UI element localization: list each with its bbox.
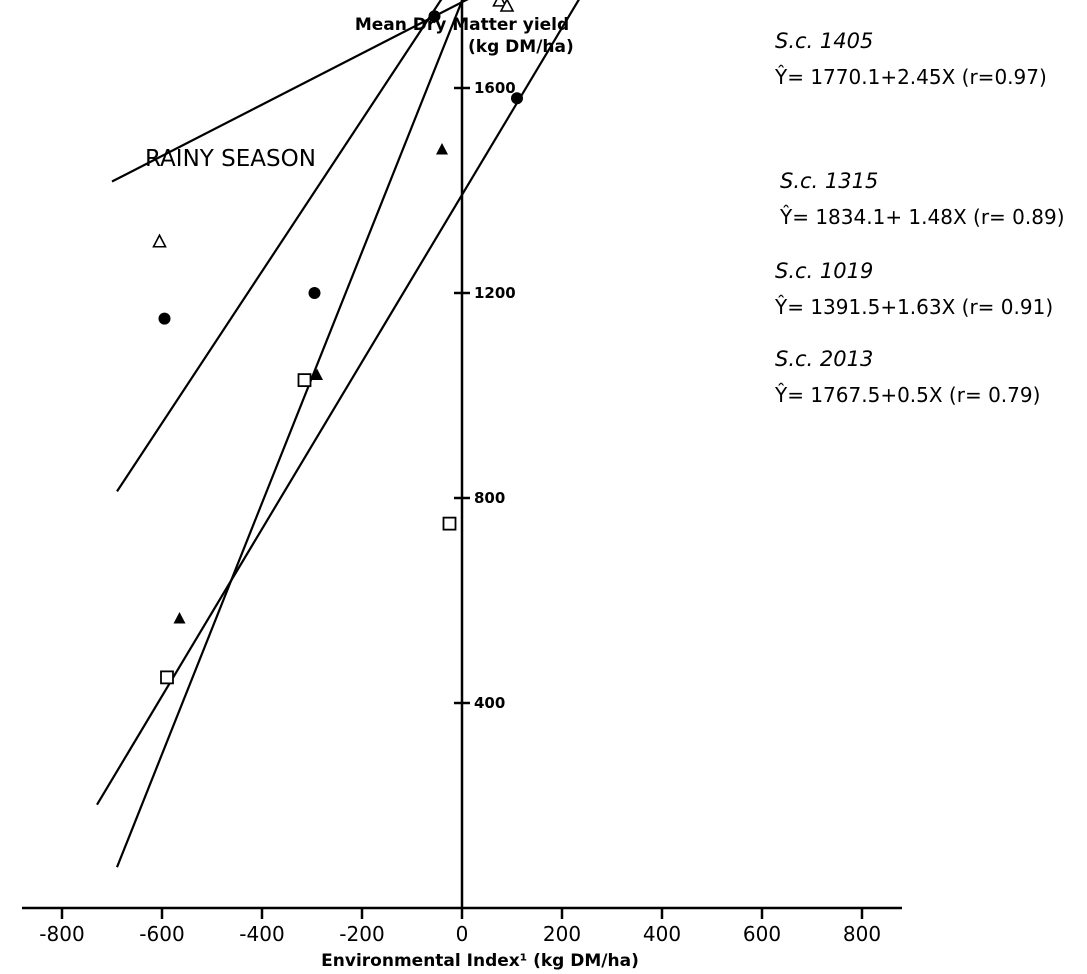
x-tick-label: 800 (843, 922, 881, 946)
x-tick-label: 600 (743, 922, 781, 946)
data-point-circle (308, 287, 321, 299)
series-name-label: S.c. 1019 (775, 259, 873, 283)
regression-line (116, 0, 443, 492)
series-name-label: S.c. 1405 (775, 29, 873, 53)
data-point-open-triangle (492, 0, 507, 7)
series-name-label: S.c. 1315 (780, 169, 878, 193)
series-name-label: S.c. 2013 (775, 347, 873, 371)
x-tick-label: 400 (643, 922, 681, 946)
x-tick-label: -200 (339, 922, 384, 946)
data-points (152, 0, 523, 685)
regression-line (115, 0, 464, 868)
data-point-open-triangle (499, 0, 515, 12)
data-point-triangle (311, 368, 323, 380)
x-ticks: -800 -600 -400 -200 0 200 400 600 800 (39, 908, 881, 946)
series-equation-label: Ŷ= 1767.5+0.5X (r= 0.79) (774, 383, 1040, 407)
y-tick-label: 800 (474, 489, 505, 507)
x-tick-label: -800 (39, 922, 84, 946)
data-point-square (297, 373, 312, 388)
data-point-circle (511, 92, 523, 105)
regression-lines (96, 0, 580, 868)
data-point-square (442, 516, 457, 531)
y-axis-title-line2: (kg DM/ha) (468, 37, 574, 57)
x-axis-title: Environmental Index¹ (kg DM/ha) (321, 951, 639, 971)
x-tick-label: 0 (456, 922, 469, 946)
y-ticks: 400800120016002000240028003000 (454, 79, 516, 712)
data-point-circle (158, 312, 171, 325)
x-tick-label: -600 (139, 922, 184, 946)
data-point-triangle (173, 611, 186, 624)
series-equation-label: Ŷ= 1834.1+ 1.48X (r= 0.89) (779, 205, 1065, 229)
regression-line (96, 0, 580, 806)
y-tick-label: 1200 (474, 284, 516, 302)
y-axis-title-line1: Mean Dry Matter yield (355, 15, 569, 35)
chart-title: RAINY SEASON (145, 146, 316, 172)
regression-annotations: S.c. 1405 Ŷ= 1770.1+2.45X (r=0.97) S.c. … (774, 29, 1065, 407)
y-tick-label: 1600 (474, 79, 516, 97)
series-equation-label: Ŷ= 1770.1+2.45X (r=0.97) (774, 65, 1047, 89)
data-point-square (160, 670, 174, 685)
data-point-triangle (436, 143, 448, 155)
series-equation-label: Ŷ= 1391.5+1.63X (r= 0.91) (774, 295, 1053, 319)
x-tick-label: 200 (543, 922, 581, 946)
x-tick-label: -400 (239, 922, 284, 946)
data-point-circle (428, 10, 441, 23)
data-point-open-triangle (152, 233, 167, 248)
y-tick-label: 400 (474, 694, 505, 712)
